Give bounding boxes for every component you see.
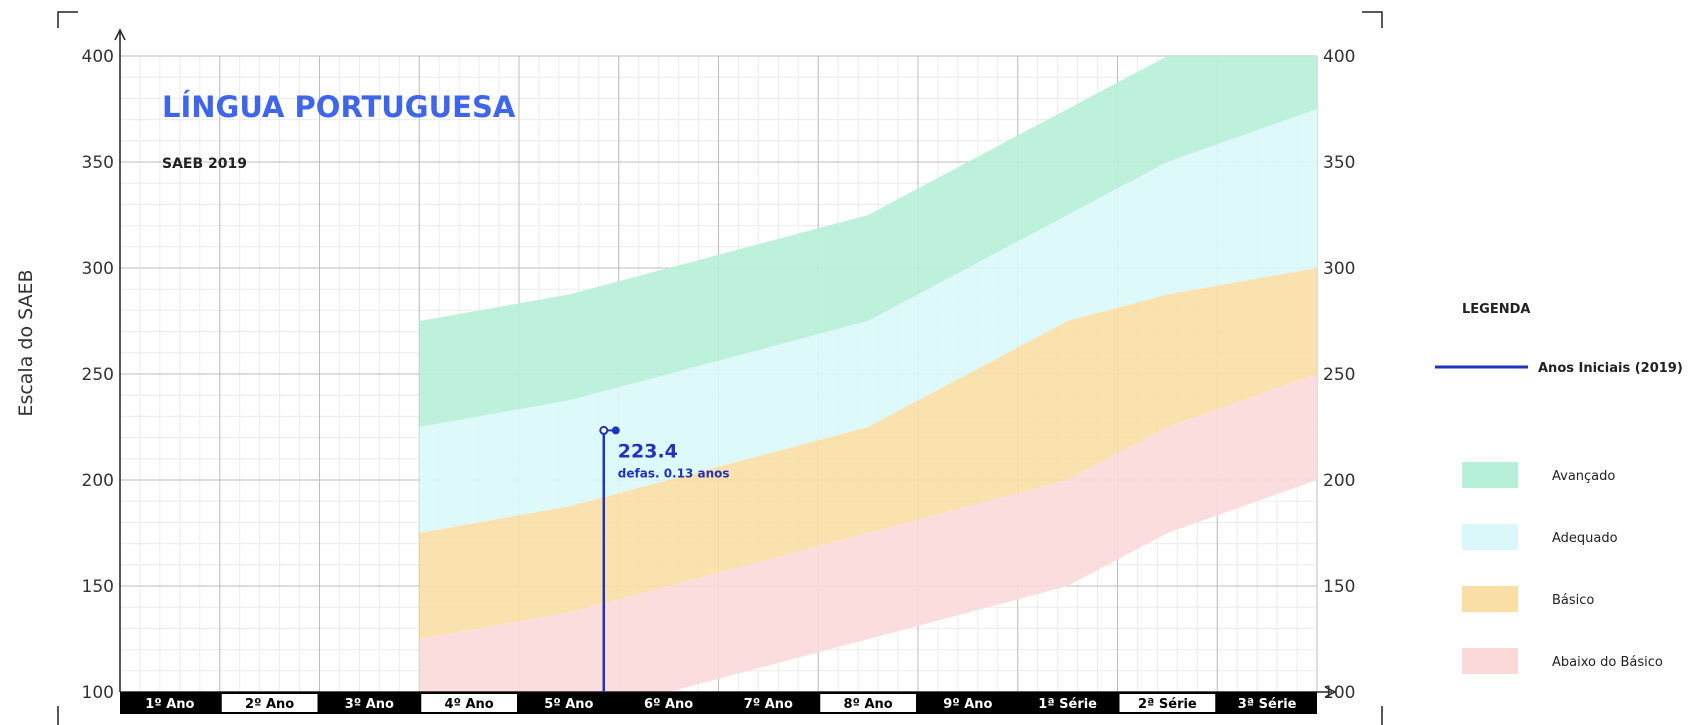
category-cell [521, 694, 617, 712]
band-abaixo-do-b-sico [419, 374, 1317, 692]
y-ticks-left: 100 150 200 250 300 350 400 [82, 47, 114, 703]
marker-point [611, 426, 620, 435]
marker-point-open [599, 425, 609, 435]
category-label: 3ª Série [1238, 697, 1297, 712]
category-label: 5º Ano [544, 697, 593, 712]
y-tick-label-left: 250 [82, 365, 114, 385]
category-label: 7º Ano [744, 697, 793, 712]
legend-swatch [1462, 524, 1518, 550]
y-axis-label: Escala do SAEB [15, 269, 37, 416]
category-cell [820, 694, 916, 712]
category-label: 8º Ano [844, 697, 893, 712]
category-cell [1119, 694, 1216, 712]
y-tick-label-left: 150 [82, 577, 114, 597]
legend-title: LEGENDA [1462, 302, 1530, 317]
frame-corner-tr [1362, 11, 1383, 28]
legend-line-label: Anos Iniciais (2019) [1538, 361, 1683, 376]
band-avan-ado [419, 56, 1317, 427]
legend-swatch [1462, 586, 1518, 612]
chart-title: LÍNGUA PORTUGUESA [162, 90, 516, 124]
y-tick-label-right: 150 [1323, 577, 1355, 597]
y-tick-label-left: 350 [82, 153, 114, 173]
category-label: 4º Ano [445, 697, 494, 712]
legend-label: Abaixo do Básico [1552, 655, 1663, 670]
score-marker: 223.4 defas. 0.13 anos [599, 425, 730, 692]
legend-swatch [1462, 648, 1518, 674]
y-tick-label-right: 200 [1323, 471, 1355, 491]
legend-label: Adequado [1552, 531, 1618, 546]
y-tick-label-right: 100 [1323, 683, 1355, 703]
y-tick-label-left: 300 [82, 259, 114, 279]
category-cell [122, 694, 218, 712]
category-label: 3º Ano [345, 697, 394, 712]
y-tick-label-left: 100 [82, 683, 114, 703]
chart-subtitle: SAEB 2019 [162, 156, 247, 172]
proficiency-bands [419, 56, 1317, 692]
category-cell [620, 694, 717, 712]
legend-label: Avançado [1552, 469, 1615, 484]
y-tick-label-right: 300 [1323, 259, 1355, 279]
legend-swatch [1462, 462, 1518, 488]
y-tick-label-right: 250 [1323, 365, 1355, 385]
y-tick-label-right: 400 [1323, 47, 1355, 67]
legend-label: Básico [1552, 593, 1594, 608]
band-b-sico [419, 268, 1317, 639]
category-cell [920, 694, 1016, 712]
marker-value-label: 223.4 [618, 440, 678, 462]
frame-corner-tl [57, 11, 78, 28]
category-cell [321, 694, 418, 712]
y-tick-label-left: 200 [82, 471, 114, 491]
category-cell [1219, 694, 1315, 712]
category-cell [221, 694, 318, 712]
band-adequado [419, 109, 1317, 533]
y-axis-arrow [114, 28, 126, 41]
category-cell [421, 694, 517, 712]
category-cell [720, 694, 817, 712]
y-ticks-right: 100 150 200 250 300 350 400 [1323, 47, 1355, 703]
category-label: 1º Ano [145, 697, 194, 712]
category-label: 9º Ano [943, 697, 992, 712]
category-label: 1ª Série [1038, 697, 1097, 712]
category-bar: 1º Ano 2º Ano 3º Ano 4º Ano 5º Ano 6º Ano 7º A… [120, 692, 1317, 714]
category-bar-bg [120, 692, 1317, 714]
y-tick-label-right: 350 [1323, 153, 1355, 173]
legend: LEGENDA Anos Iniciais (2019) Avançado Ade… [1435, 302, 1683, 674]
category-label: 2ª Série [1138, 697, 1197, 712]
x-axis-arrow [1324, 686, 1337, 698]
y-tick-label-left: 400 [82, 47, 114, 67]
category-label: 2º Ano [245, 697, 294, 712]
category-label: 6º Ano [644, 697, 693, 712]
category-cell [1019, 694, 1116, 712]
marker-annotation: defas. 0.13 anos [618, 466, 730, 480]
